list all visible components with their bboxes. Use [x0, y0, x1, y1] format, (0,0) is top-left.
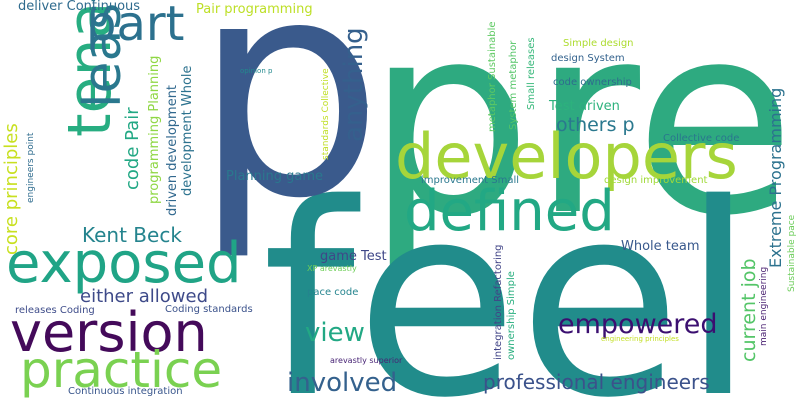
word-development-whole: development Whole [180, 65, 195, 196]
word-professional-engineers: professional engineers [483, 370, 710, 394]
word-involved: involved [287, 368, 398, 398]
word-anything: anything [339, 27, 369, 142]
word-pre: pre [366, 0, 796, 273]
word-coding-standards: Coding standards [165, 304, 253, 315]
word-p: p [193, 0, 384, 264]
word-deliver-continuous: deliver Continuous [18, 0, 141, 14]
word-version: version [10, 301, 208, 364]
word-continuous-integration: Continuous integration [68, 386, 183, 397]
word-driven-development: driven development [165, 84, 180, 216]
word-design-system: design System [551, 53, 625, 64]
word-pace-code: pace code [307, 287, 359, 298]
word-whole-team: Whole team [621, 239, 700, 254]
word-code-pair: code Pair [122, 107, 143, 190]
word-small-releases: Small releases [526, 37, 537, 110]
word-collective-code: Collective code [663, 133, 740, 144]
word-test-driven: Test driven [549, 99, 620, 114]
word-defined: defined [404, 179, 615, 244]
word-metaphor-sustainable: metaphor Sustainable [487, 21, 498, 132]
word-ownership-simple: ownership Simple [506, 271, 517, 360]
word-feel: feel [262, 148, 755, 400]
word-design-improvement: design improvement [604, 175, 708, 186]
word-core-principles: core principles [1, 123, 22, 255]
word-pair-programming: Pair programming [196, 2, 313, 17]
word-opinion-p: opinion p [240, 67, 273, 75]
word-main-engineering: main engineering [759, 266, 769, 346]
word-developers: developers [395, 120, 738, 193]
word-exposed: exposed [6, 231, 242, 296]
word-kent-beck: Kent Beck [82, 223, 182, 247]
word-sustainable-pace: Sustainable pace [787, 214, 797, 292]
word-system-metaphor: System metaphor [508, 40, 519, 130]
word-view: view [305, 318, 365, 348]
word-practice: practice [20, 341, 223, 399]
word-code-ownership: code ownership [553, 77, 632, 88]
word-game-test: game Test [320, 249, 387, 264]
word-either-allowed: either allowed [80, 286, 209, 307]
word-arevastly-superior: arevastly superior [330, 356, 403, 365]
word-part: part [86, 0, 185, 52]
word-standards-collective: standards Collective [321, 68, 331, 160]
word-integration-refactoring: integration Refactoring [493, 244, 504, 360]
word-planning-game: Planning game [226, 169, 324, 184]
word-extreme-programming: Extreme Programming [766, 87, 785, 268]
word-others-p: others p [556, 114, 635, 136]
word-engineering-principles: engineering principles [601, 335, 679, 343]
word-releases-coding: releases Coding [15, 305, 95, 316]
word-improvement-small: improvement Small [421, 175, 520, 186]
word-simple-design: Simple design [563, 38, 634, 49]
word-programming-planning: programming Planning [147, 55, 162, 204]
word-current-job: current job [738, 258, 760, 362]
word-engineers-point: engineers point [26, 132, 36, 203]
word-empowered: empowered [558, 309, 718, 340]
word-xp-arevastly: XP arevastly [307, 264, 357, 273]
